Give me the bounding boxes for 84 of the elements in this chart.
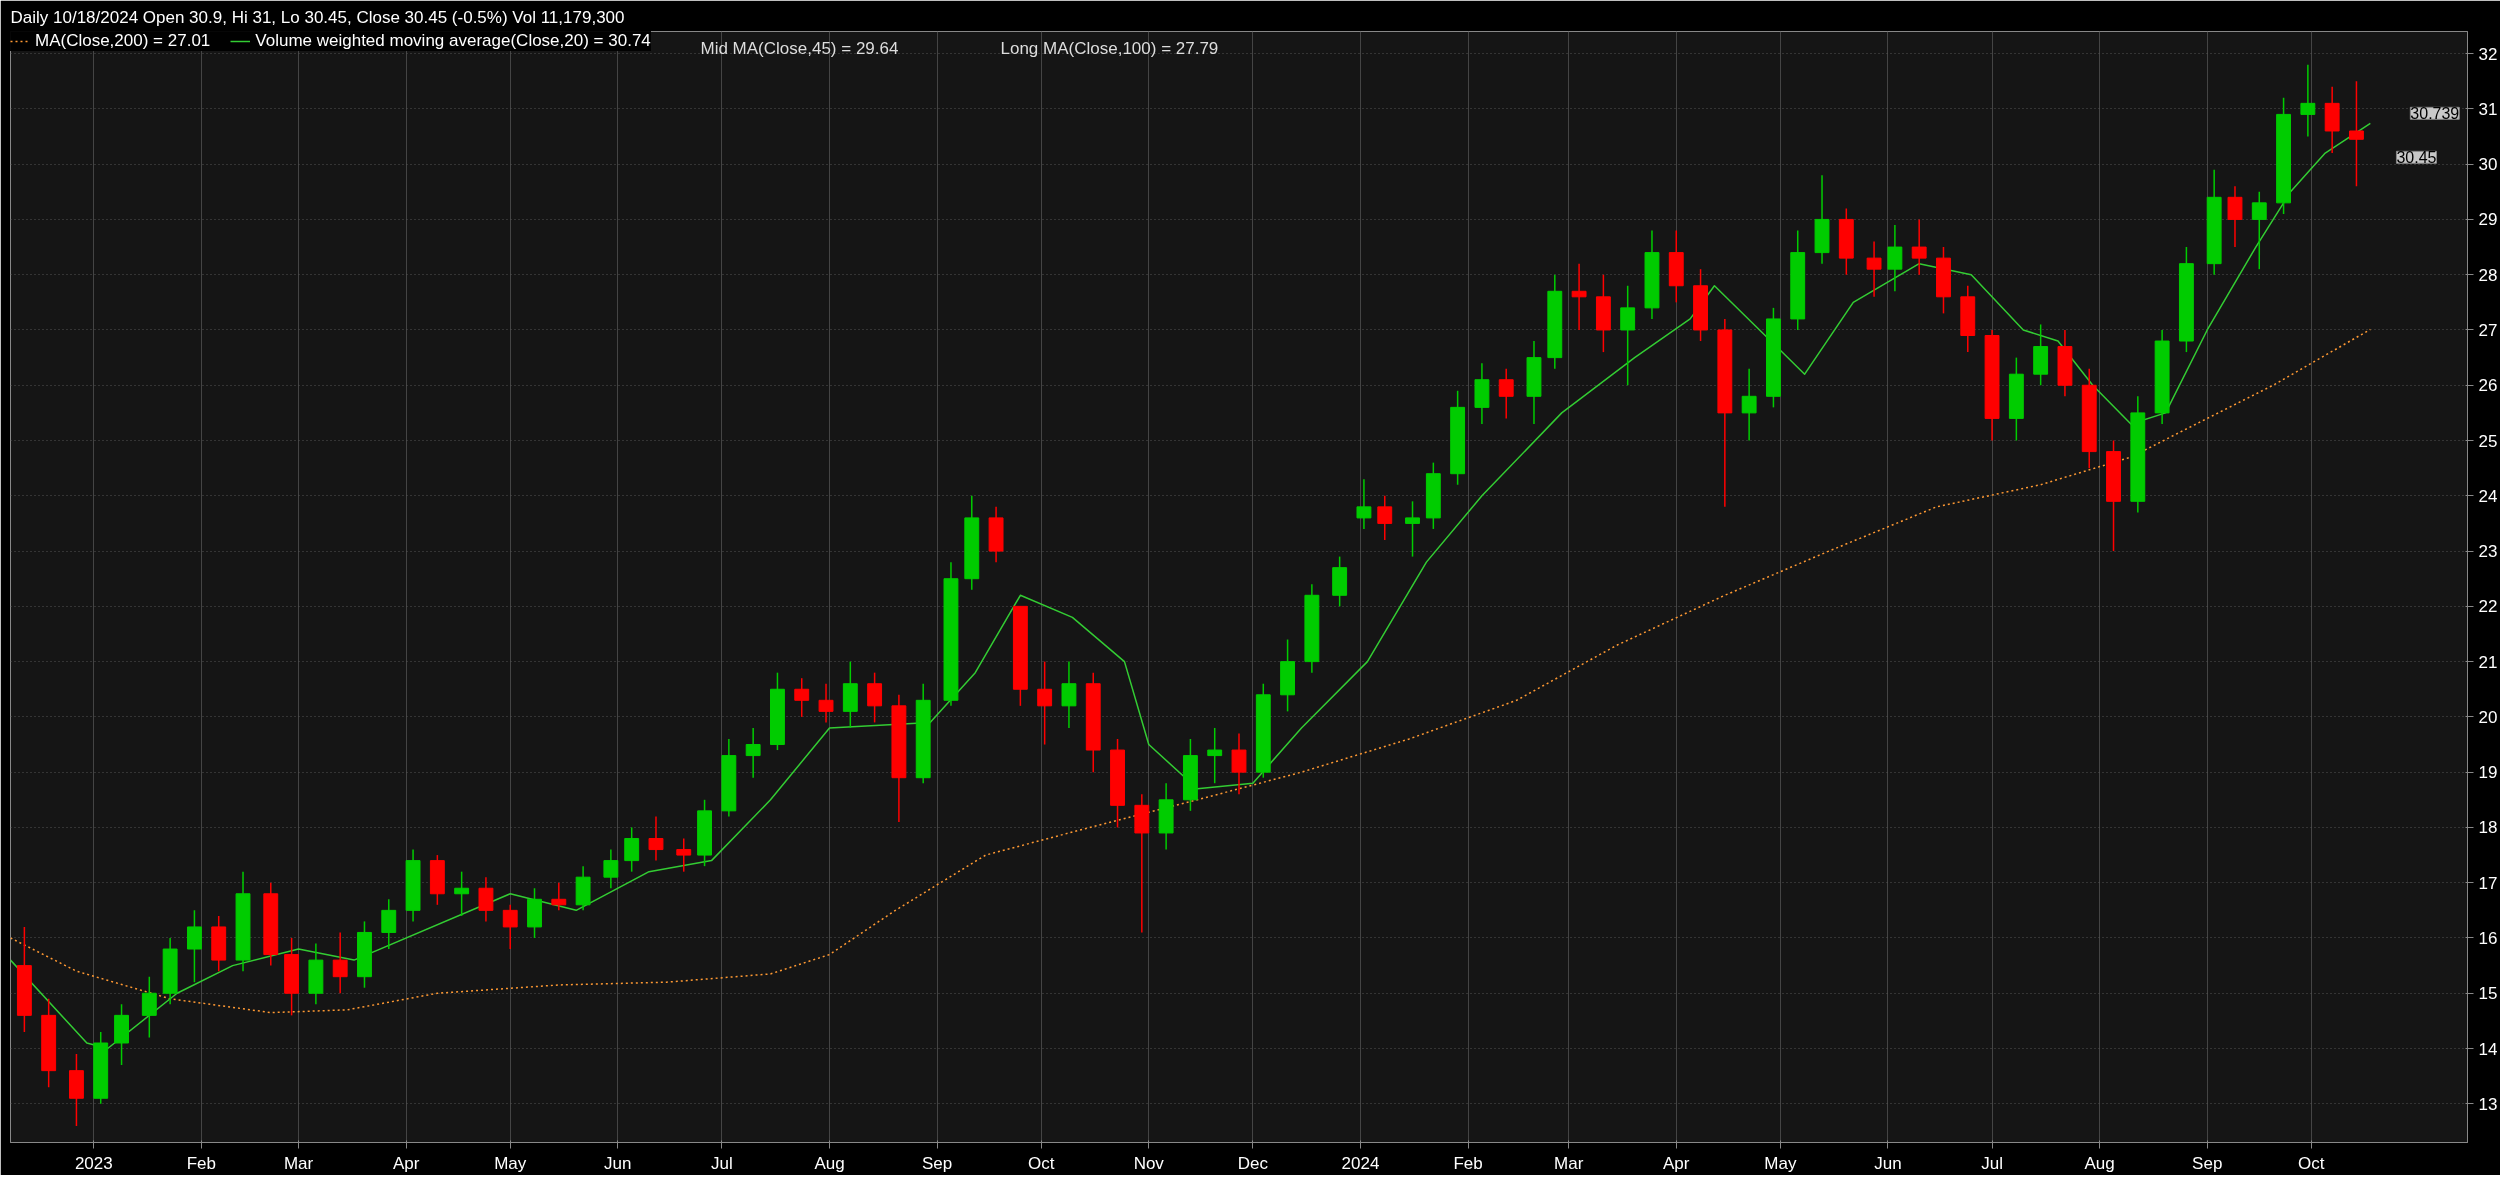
candlestick bbox=[1207, 727, 1223, 784]
x-tick-label: Oct bbox=[2298, 1153, 2325, 1173]
line-series bbox=[10, 122, 2372, 1050]
candlestick bbox=[1911, 218, 1927, 276]
candlestick bbox=[745, 727, 761, 779]
candlestick bbox=[1571, 262, 1587, 331]
candlestick bbox=[1061, 660, 1077, 729]
candlestick bbox=[186, 909, 202, 983]
y-tick-label: 13 bbox=[2478, 1094, 2498, 1114]
y-tick-label: 24 bbox=[2478, 486, 2498, 506]
candlestick bbox=[1620, 285, 1636, 386]
candlestick bbox=[1377, 495, 1393, 541]
y-tick-label: 27 bbox=[2478, 320, 2498, 340]
x-tick-label: Jul bbox=[1981, 1153, 2003, 1173]
candlestick bbox=[1037, 660, 1053, 746]
candlestick bbox=[648, 815, 664, 862]
x-tick-label: May bbox=[1764, 1153, 1797, 1173]
x-tick-label: Aug bbox=[2084, 1153, 2115, 1173]
x-tick-label: Jul bbox=[711, 1153, 733, 1173]
y-tick-label: 26 bbox=[2478, 376, 2498, 396]
legend-label: Volume weighted moving average(Close,20) = 30.74 bbox=[255, 31, 651, 51]
x-tick-label: Jun bbox=[604, 1153, 632, 1173]
candlestick bbox=[1498, 367, 1514, 420]
candlestick bbox=[2251, 191, 2267, 270]
y-tick-label: 19 bbox=[2478, 763, 2498, 783]
candlestick bbox=[2349, 80, 2364, 188]
x-tick-label: Nov bbox=[1133, 1153, 1165, 1173]
candlestick bbox=[454, 870, 470, 917]
y-tick-label: 21 bbox=[2478, 652, 2498, 672]
annotation: 30.739 bbox=[2410, 105, 2460, 123]
x-tick-label: Feb bbox=[1453, 1153, 1483, 1173]
y-tick-label: 22 bbox=[2478, 597, 2498, 617]
candlestick bbox=[2227, 185, 2243, 248]
annotation: 30.45 bbox=[2396, 149, 2437, 167]
x-tick-label: May bbox=[494, 1153, 527, 1173]
x-tick-label: Dec bbox=[1237, 1153, 1269, 1173]
y-tick-label: 32 bbox=[2478, 44, 2498, 64]
candlestick bbox=[332, 931, 348, 995]
y-tick-label: 29 bbox=[2478, 210, 2498, 230]
y-tick-label: 30 bbox=[2478, 155, 2498, 175]
y-tick-label: 15 bbox=[2478, 984, 2498, 1004]
y-tick-label: 14 bbox=[2478, 1039, 2498, 1059]
x-tick-label: Apr bbox=[392, 1153, 420, 1173]
candlestick bbox=[1866, 240, 1882, 298]
x-tick-label: 2024 bbox=[1341, 1153, 1380, 1173]
candlestick bbox=[1887, 224, 1903, 293]
candlestick bbox=[1356, 478, 1372, 530]
x-tick-label: Sep bbox=[2192, 1153, 2223, 1173]
annotation: Long MA(Close,100) = 27.79 bbox=[1000, 38, 1219, 58]
candlestick bbox=[794, 677, 810, 718]
legend-label: MA(Close,200) = 27.01 bbox=[35, 31, 211, 51]
x-tick-label: Mar bbox=[283, 1153, 314, 1173]
candlestick bbox=[603, 848, 619, 889]
y-tick-label: 16 bbox=[2478, 928, 2498, 948]
candlestick bbox=[624, 826, 640, 873]
chart-title: Daily 10/18/2024 Open 30.9, Hi 31, Lo 30.45, Close 30.45 (-0.5%) Vol 11,179,300 bbox=[10, 7, 625, 27]
x-tick-label: Mar bbox=[1554, 1153, 1584, 1173]
x-tick-label: Apr bbox=[1663, 1153, 1690, 1173]
candlestick bbox=[551, 881, 567, 912]
annotation: Mid MA(Close,45) = 29.64 bbox=[700, 38, 899, 58]
y-tick-label: 28 bbox=[2478, 265, 2498, 285]
candlestick bbox=[381, 898, 397, 950]
y-tick-label: 25 bbox=[2478, 431, 2498, 451]
x-tick-label: Oct bbox=[1027, 1153, 1055, 1173]
x-tick-label: Feb bbox=[186, 1153, 217, 1173]
candlestick bbox=[1231, 732, 1247, 796]
candlestick bbox=[141, 975, 157, 1039]
candlestick bbox=[478, 876, 494, 923]
candlestick bbox=[1405, 500, 1420, 558]
x-tick-label: 2023 bbox=[74, 1153, 113, 1173]
y-tick-label: 23 bbox=[2478, 542, 2498, 562]
x-tick-label: Jun bbox=[1874, 1153, 1902, 1173]
candlestick bbox=[818, 682, 834, 724]
candlestick bbox=[867, 671, 883, 724]
y-tick-label: 18 bbox=[2478, 818, 2498, 838]
y-tick-label: 20 bbox=[2478, 707, 2498, 727]
x-tick-label: Aug bbox=[814, 1153, 845, 1173]
y-tick-label: 31 bbox=[2478, 99, 2498, 119]
candlestick bbox=[502, 904, 518, 950]
x-tick-label: Sep bbox=[921, 1153, 953, 1173]
candlestick bbox=[2300, 63, 2316, 138]
y-tick-label: 17 bbox=[2478, 873, 2498, 893]
candlestick bbox=[676, 837, 692, 873]
candlestick bbox=[1741, 367, 1757, 442]
